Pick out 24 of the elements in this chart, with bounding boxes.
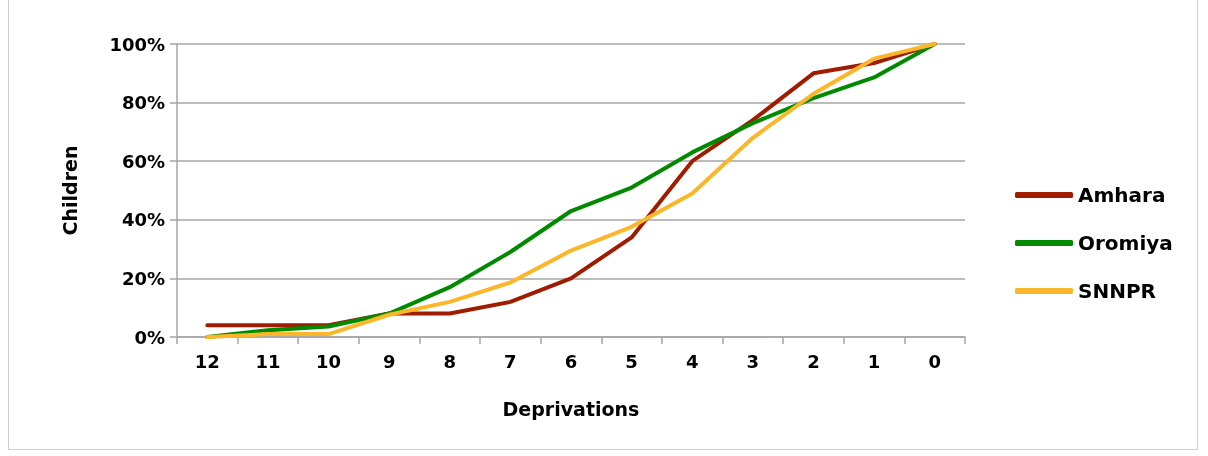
- y-axis-title: Children: [58, 145, 81, 236]
- x-tick-label: 4: [685, 350, 699, 372]
- x-tick-label: 12: [194, 350, 220, 372]
- y-tick-label: 20%: [121, 267, 165, 289]
- x-tick-label: 7: [504, 350, 517, 372]
- x-tick-label: 11: [255, 350, 281, 372]
- x-tick-label: 6: [564, 350, 578, 372]
- y-tick-label: 60%: [121, 150, 165, 172]
- x-axis-title: Deprivations: [502, 397, 640, 420]
- y-tick-label: 100%: [109, 33, 165, 55]
- x-tick-label: 8: [443, 350, 457, 372]
- x-tick-label: 10: [316, 350, 342, 372]
- x-tick-label: 9: [382, 350, 396, 372]
- legend-label: Oromiya: [1078, 231, 1173, 255]
- legend-label: SNNPR: [1078, 279, 1156, 303]
- x-tick-label: 1: [867, 350, 881, 372]
- x-tick-label: 3: [746, 350, 760, 372]
- legend-label: Amhara: [1078, 183, 1166, 207]
- x-tick-label: 5: [625, 350, 638, 372]
- x-tick-label: 2: [807, 350, 820, 372]
- x-tick-label: 0: [928, 350, 941, 372]
- y-tick-label: 40%: [121, 209, 165, 231]
- y-tick-label: 0%: [134, 326, 165, 348]
- y-tick-label: 80%: [121, 92, 165, 114]
